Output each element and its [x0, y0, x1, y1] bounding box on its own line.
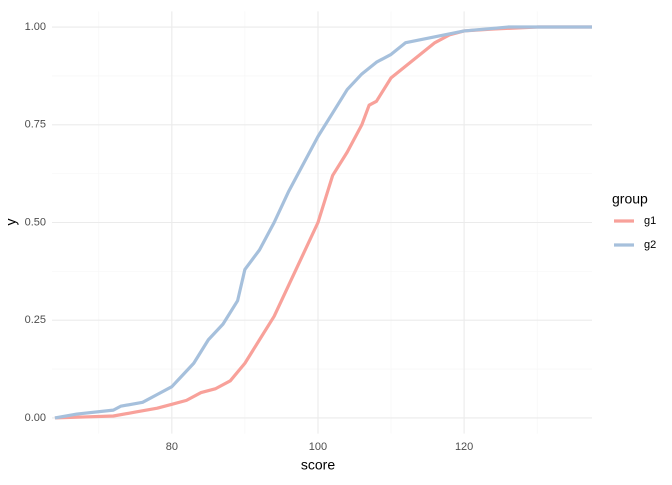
x-tick-label: 100 [309, 441, 327, 453]
x-tick-label: 80 [166, 441, 178, 453]
legend-title: group [612, 191, 648, 207]
x-tick-label: 120 [455, 441, 473, 453]
legend-label: g2 [644, 239, 656, 251]
y-tick-label: 1.00 [25, 21, 46, 33]
ecdf-line [54, 25, 592, 420]
y-tick-label: 0.00 [25, 412, 46, 424]
y-tick-label: 0.50 [25, 216, 46, 228]
y-tick-label: 0.25 [25, 314, 46, 326]
y-axis-label: y [3, 219, 19, 226]
ecdf-line [54, 25, 592, 420]
y-tick-label: 0.75 [25, 119, 46, 131]
legend-label: g1 [644, 215, 656, 227]
x-axis-label: score [301, 457, 335, 473]
